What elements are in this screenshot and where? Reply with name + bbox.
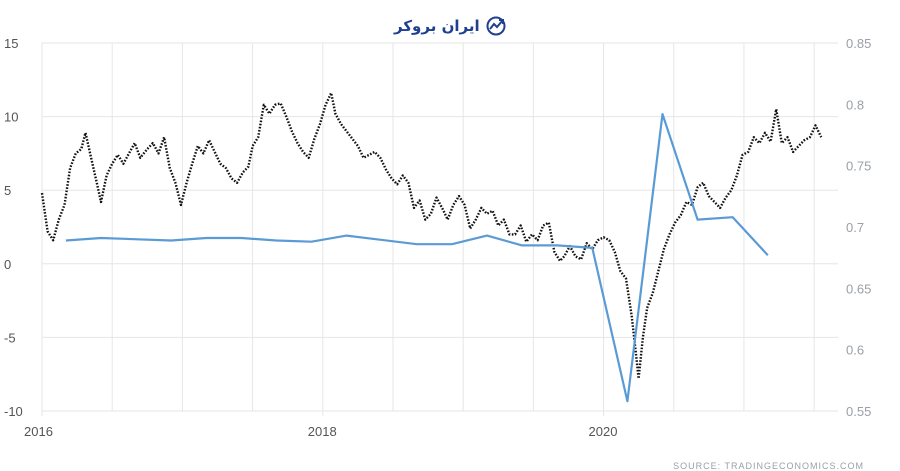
series-layer	[40, 91, 823, 403]
source-label: SOURCE: TRADINGECONOMICS.COM	[673, 461, 864, 471]
chart-trend-icon	[486, 16, 506, 36]
y-left-tick-label: 15	[4, 36, 18, 51]
y-right-tick-label: 0.7	[846, 220, 864, 235]
gridlines	[41, 42, 838, 416]
y-left-tick-label: 0	[4, 257, 11, 272]
y-right-tick-label: 0.55	[846, 404, 871, 419]
watermark-logo: ایران بروکر	[394, 14, 508, 38]
x-tick-label: 2020	[589, 424, 618, 439]
left-axis-ticks: -10 -5 0 5 10 15	[4, 36, 23, 419]
y-left-tick-label: -5	[4, 330, 16, 345]
x-tick-label: 2018	[308, 424, 337, 439]
y-right-tick-label: 0.6	[846, 343, 864, 358]
right-axis-ticks: 0.55 0.6 0.65 0.7 0.75 0.8 0.85	[846, 36, 871, 419]
series-line-left-axis	[40, 91, 823, 380]
series-line-right-axis	[65, 112, 769, 403]
y-right-tick-label: 0.65	[846, 281, 871, 296]
x-axis-ticks: 2016 2018 2020	[24, 424, 617, 439]
y-left-tick-label: 5	[4, 183, 11, 198]
y-left-tick-label: -10	[4, 404, 23, 419]
y-left-tick-label: 10	[4, 110, 18, 125]
watermark-text: ایران بروکر	[394, 17, 480, 35]
y-right-tick-label: 0.75	[846, 159, 871, 174]
x-tick-label: 2016	[24, 424, 53, 439]
y-right-tick-label: 0.85	[846, 36, 871, 51]
y-right-tick-label: 0.8	[846, 97, 864, 112]
